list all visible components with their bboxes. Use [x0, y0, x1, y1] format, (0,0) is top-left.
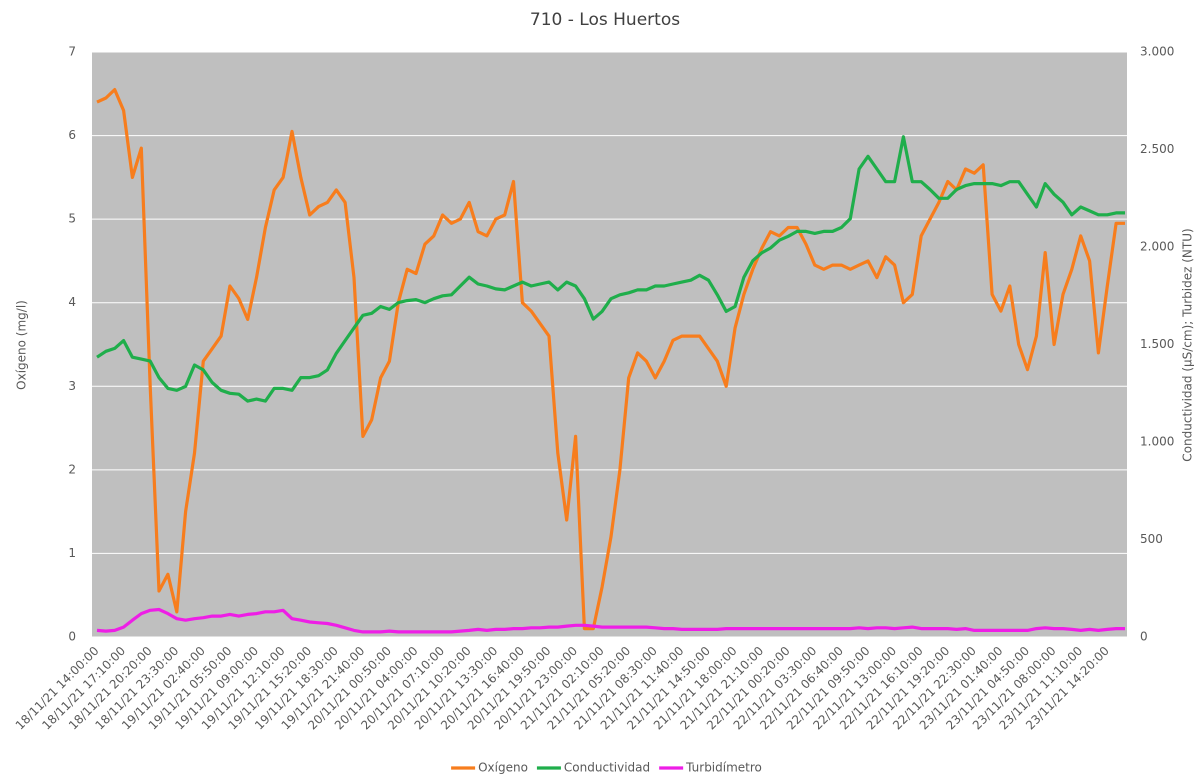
y2-tick-label: 1.500	[1140, 337, 1174, 351]
y2-tick-label: 3.000	[1140, 45, 1174, 59]
y-tick-label: 3	[68, 379, 76, 393]
y-tick-label: 1	[68, 546, 76, 560]
y-tick-label: 2	[68, 462, 76, 476]
y2-tick-label: 500	[1140, 532, 1163, 546]
chart-title: 710 - Los Huertos	[530, 10, 680, 30]
y-tick-label: 6	[68, 128, 76, 142]
y-tick-label: 4	[68, 295, 76, 309]
y-axis-label: Oxígeno (mg/l)	[15, 300, 29, 390]
y2-tick-label: 1.000	[1140, 435, 1174, 449]
y2-tick-label: 2.500	[1140, 142, 1174, 156]
legend-label: Turbidímetro	[685, 761, 762, 775]
series-line	[96, 88, 1125, 631]
legend-label: Conductividad	[564, 761, 650, 775]
y2-axis-label: Conductividad (µS/cm); Turbidez (NTU)	[1181, 228, 1195, 461]
y-tick-label: 7	[68, 45, 76, 59]
y2-tick-label: 2.000	[1140, 240, 1174, 254]
y2-tick-label: 0	[1140, 630, 1148, 644]
y-tick-label: 0	[68, 630, 76, 644]
series-line	[96, 135, 1125, 403]
legend-label: Oxígeno	[478, 761, 528, 775]
y-tick-label: 5	[68, 212, 76, 226]
series-line	[96, 607, 1125, 634]
